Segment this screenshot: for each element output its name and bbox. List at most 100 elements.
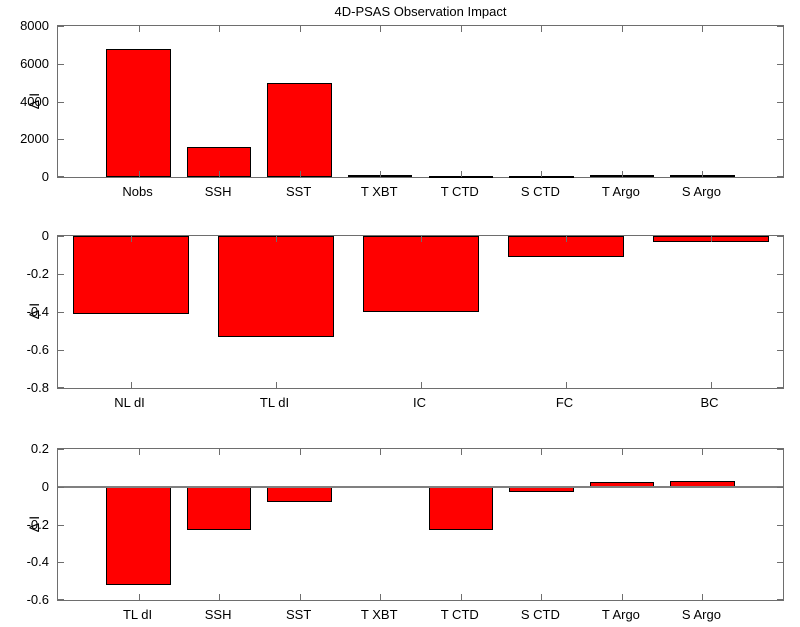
y-tick-mark: [58, 312, 64, 313]
y-tick-mark: [777, 274, 783, 275]
x-tick-mark: [565, 236, 567, 242]
y-tick-mark: [58, 486, 64, 488]
y-tick-mark: [58, 562, 64, 564]
x-tick-mark: [219, 26, 221, 32]
bar-sst: [267, 82, 332, 177]
y-tick-mark: [777, 101, 783, 103]
y-tick-label: 0.2: [30, 441, 49, 456]
x-category-label: S Argo: [681, 184, 721, 199]
x-tick-mark: [420, 382, 422, 388]
x-tick-mark: [460, 594, 462, 600]
x-tick-mark: [565, 382, 567, 388]
x-category-label: FC: [555, 395, 574, 410]
y-tick-label: -0.8: [26, 380, 49, 395]
x-tick-mark: [299, 594, 301, 600]
y-tick-label: -0.4: [26, 304, 49, 319]
x-tick-mark: [299, 26, 301, 32]
zero-baseline: [58, 485, 783, 488]
bar-ssh: [186, 486, 252, 531]
y-tick-label: -0.6: [26, 592, 49, 607]
x-tick-mark: [621, 594, 623, 600]
y-tick-mark: [58, 350, 64, 351]
y-tick-mark: [58, 274, 64, 275]
y-tick-label: -0.6: [26, 342, 49, 357]
bar-nl-di: [72, 236, 189, 314]
y-tick-mark: [58, 524, 64, 526]
y-tick-label: 0: [41, 228, 49, 243]
subplot-top: [57, 25, 784, 179]
x-category-label: SST: [286, 607, 312, 622]
x-tick-mark: [420, 236, 422, 242]
x-tick-mark: [219, 594, 221, 600]
y-tick-mark: [58, 139, 64, 141]
y-axis-label: Δ I: [26, 302, 42, 320]
x-tick-mark: [702, 594, 704, 600]
x-category-label: SSH: [204, 184, 232, 199]
x-tick-mark: [541, 594, 543, 600]
y-tick-label: 2000: [20, 131, 49, 147]
y-tick-mark: [777, 176, 783, 177]
y-tick-label: 0: [41, 169, 49, 184]
bar-tl-di: [106, 486, 171, 585]
x-category-label: T XBT: [360, 184, 398, 199]
x-tick-mark: [380, 171, 382, 177]
x-tick-mark: [621, 26, 623, 32]
x-tick-mark: [299, 171, 301, 177]
x-category-label: BC: [700, 395, 719, 410]
y-tick-label: -0.4: [26, 554, 49, 570]
x-tick-mark: [380, 26, 382, 32]
x-category-label: S Argo: [681, 607, 721, 622]
y-tick-mark: [58, 387, 64, 388]
x-tick-mark: [621, 449, 623, 455]
x-tick-mark: [541, 449, 543, 455]
x-category-label: S CTD: [520, 184, 560, 199]
y-tick-mark: [58, 236, 64, 237]
y-tick-mark: [777, 486, 783, 488]
x-tick-mark: [138, 594, 140, 600]
x-category-label: T CTD: [440, 607, 479, 622]
y-tick-mark: [777, 387, 783, 388]
x-tick-mark: [702, 171, 704, 177]
y-tick-label: -0.2: [26, 266, 49, 281]
bar-tl-di: [217, 236, 334, 337]
x-category-label: SST: [286, 184, 312, 199]
x-tick-mark: [219, 171, 221, 177]
y-tick-mark: [777, 139, 783, 141]
y-axis-label: Δ I: [26, 92, 42, 109]
bar-ic: [362, 236, 479, 312]
x-category-label: T Argo: [601, 184, 640, 199]
x-tick-mark: [460, 26, 462, 32]
y-tick-mark: [777, 312, 783, 313]
x-category-label: IC: [413, 395, 426, 410]
subplot-middle: [57, 235, 784, 389]
y-tick-mark: [777, 26, 783, 27]
x-tick-mark: [138, 26, 140, 32]
y-tick-mark: [58, 101, 64, 103]
y-tick-label: 6000: [20, 55, 49, 71]
x-category-label: TL dI: [259, 395, 290, 410]
y-tick-mark: [777, 63, 783, 65]
y-tick-mark: [777, 599, 783, 600]
x-tick-mark: [299, 449, 301, 455]
x-tick-mark: [541, 171, 543, 177]
y-tick-label: 0: [41, 478, 49, 494]
x-category-label: TL dI: [122, 607, 153, 622]
x-tick-mark: [380, 594, 382, 600]
y-tick-mark: [58, 26, 64, 27]
bar-ssh: [186, 147, 252, 177]
x-tick-mark: [130, 382, 132, 388]
x-tick-mark: [219, 449, 221, 455]
y-tick-mark: [777, 524, 783, 526]
x-category-label: Nobs: [122, 184, 153, 199]
y-axis-label: Δ I: [26, 515, 42, 532]
y-tick-mark: [58, 599, 64, 600]
y-tick-label: 4000: [20, 93, 49, 109]
subplot-bottom: [57, 448, 784, 601]
x-tick-mark: [275, 382, 277, 388]
y-tick-label: -0.2: [26, 516, 49, 532]
x-tick-mark: [702, 26, 704, 32]
x-category-label: S CTD: [520, 607, 560, 622]
y-tick-mark: [58, 63, 64, 65]
x-category-label: T CTD: [440, 184, 479, 199]
